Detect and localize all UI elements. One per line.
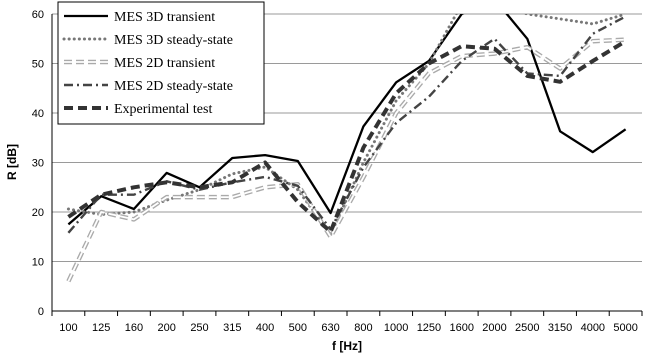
- x-tick-label: 315: [223, 322, 241, 334]
- x-tick-label: 1600: [449, 322, 473, 334]
- y-tick-label: 60: [32, 9, 44, 21]
- y-tick-label: 20: [32, 207, 44, 219]
- y-tick-label: 30: [32, 158, 44, 170]
- y-tick-label: 10: [32, 257, 44, 269]
- series-line-3: [66, 37, 626, 283]
- y-tick-labels: 0 10 20 30 40 50 60: [32, 9, 44, 318]
- x-tick-label: 2500: [515, 322, 539, 334]
- series-line-1: [67, 14, 627, 226]
- legend-label: MES 2D transient: [114, 56, 215, 71]
- legend-label: MES 2D steady-state: [114, 79, 233, 94]
- legend-entry: MES 2D steady-state: [64, 79, 233, 94]
- x-tick-label: 100: [59, 322, 77, 334]
- x-tick-label: 500: [289, 322, 307, 334]
- legend-entry: MES 3D steady-state: [62, 33, 233, 48]
- x-tick-labels: 100 125 160 200 250 315 400 500 630 800 1000 1250 16…: [51, 311, 643, 334]
- series-lines: [66, 14, 628, 283]
- x-tick-label: 2000: [482, 322, 506, 334]
- x-tick-label: 3150: [548, 322, 572, 334]
- x-tick-label: 250: [190, 322, 208, 334]
- y-tick-label: 40: [32, 108, 44, 120]
- legend-label: MES 3D steady-state: [114, 33, 233, 48]
- x-tick-label: 200: [158, 322, 176, 334]
- x-tick-label: 400: [256, 322, 274, 334]
- legend-entry: MES 2D transient: [64, 56, 215, 71]
- series-line-5: [67, 39, 627, 234]
- legend-label: Experimental test: [114, 102, 212, 117]
- x-tick-label: 800: [354, 322, 372, 334]
- x-axis-label: f [Hz]: [332, 339, 362, 353]
- x-tick-label: 1250: [417, 322, 441, 334]
- x-tick-label: 125: [92, 322, 110, 334]
- x-tick-label: 630: [321, 322, 339, 334]
- x-tick-label: 160: [125, 322, 143, 334]
- legend-entry: MES 3D transient: [64, 10, 215, 25]
- y-axis-label: R [dB]: [5, 144, 19, 180]
- x-tick-label: 5000: [613, 322, 637, 334]
- y-tick-label: 50: [32, 59, 44, 71]
- legend: MES 3D transient MES 3D steady-state MES 2…: [57, 1, 265, 125]
- legend-label: MES 3D transient: [114, 10, 215, 25]
- series-line-4: [67, 15, 627, 234]
- y-tick-label: 0: [38, 306, 44, 318]
- legend-entry: Experimental test: [64, 102, 212, 117]
- x-tick-label: 4000: [581, 322, 605, 334]
- x-tick-label: 1000: [384, 322, 408, 334]
